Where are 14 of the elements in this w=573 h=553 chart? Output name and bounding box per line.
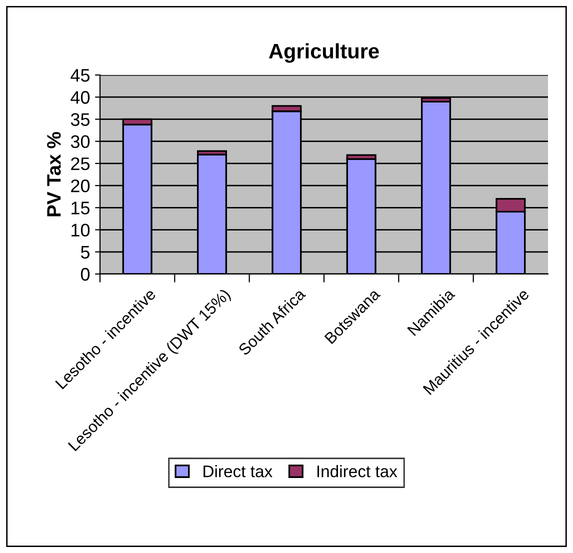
y-axis-title: PV Tax %	[47, 132, 61, 216]
legend-label: Indirect tax	[317, 465, 398, 478]
y-tick-label: 20	[71, 179, 90, 192]
y-tick-label: 40	[70, 91, 90, 104]
y-tick-label: 30	[70, 135, 90, 148]
y-tick-label: 35	[70, 113, 90, 126]
y-tick-label: 0	[80, 268, 90, 281]
y-tick-label: 45	[70, 69, 90, 82]
chart-title: Agriculture	[268, 43, 379, 63]
y-tick-label: 15	[72, 202, 90, 214]
y-tick-label: 25	[71, 157, 90, 170]
y-tick-label: 10	[72, 224, 90, 236]
y-tick-label: 5	[80, 246, 90, 259]
legend-label: Direct tax	[204, 465, 272, 478]
